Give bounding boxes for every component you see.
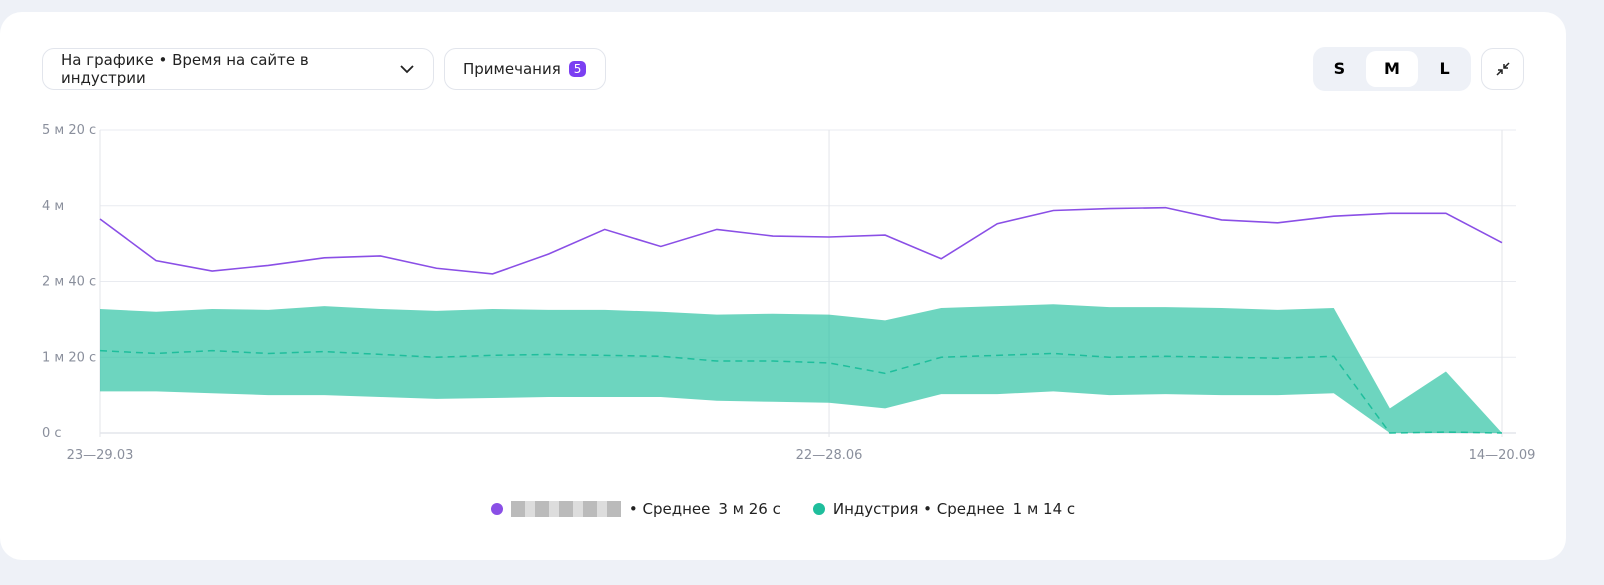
size-m[interactable]: M <box>1365 51 1418 87</box>
legend: • Среднее 3 м 26 с Индустрия • Среднее 1 м … <box>0 500 1566 518</box>
size-l[interactable]: L <box>1439 59 1450 78</box>
notes-button[interactable]: Примечания 5 <box>444 48 606 90</box>
y-tick-label: 1 м 20 с <box>42 350 96 365</box>
legend-name: Индустрия • Среднее <box>832 500 1005 518</box>
legend-item: Индустрия • Среднее 1 м 14 с <box>812 500 1076 518</box>
chart: 0 с 1 м 20 с 2 м 40 с 4 м 5 м 20 с 23—29.03 22… <box>42 123 1536 463</box>
notes-label: Примечания <box>463 60 561 78</box>
legend-dot <box>490 503 503 515</box>
dropdown-label: На графике • Время на сайте в индустрии <box>61 51 309 87</box>
legend-item: • Среднее 3 м 26 с <box>490 500 781 518</box>
legend-name: • Среднее <box>628 500 711 518</box>
y-tick-label: 0 с <box>42 426 62 441</box>
dropdown[interactable]: На графике • Время на сайте в индустрии <box>42 48 434 90</box>
line <box>99 349 1503 434</box>
y-tick-label: 5 м 20 с <box>42 123 96 138</box>
chevron <box>400 65 415 74</box>
y-tick-label: 4 м <box>42 199 64 214</box>
legend-dot <box>812 503 825 515</box>
band <box>100 304 1502 433</box>
redacted-name <box>510 501 621 517</box>
collapse-button[interactable] <box>1481 48 1524 90</box>
card <box>0 12 1566 560</box>
size-s[interactable]: S <box>1333 59 1346 78</box>
x-tick-label: 23—29.03 <box>67 448 134 463</box>
x-tick-label: 22—28.06 <box>796 448 863 463</box>
legend-value: 1 м 14 с <box>1012 500 1076 518</box>
notes-badge: 5 <box>568 61 587 77</box>
legend-value: 3 м 26 с <box>718 500 781 518</box>
line <box>99 206 1503 275</box>
x-tick-label: 14—20.09 <box>1469 448 1536 463</box>
y-tick-label: 2 м 40 с <box>42 275 96 290</box>
collapse-icon <box>1495 62 1510 76</box>
